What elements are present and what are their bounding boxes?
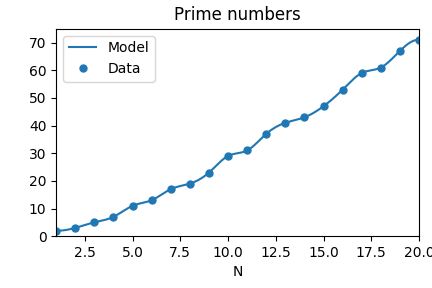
Data	[283, 121, 288, 124]
Data	[321, 105, 326, 108]
Model	[384, 62, 389, 66]
Model	[271, 127, 276, 130]
Data	[378, 66, 384, 69]
Data	[130, 204, 135, 207]
Model	[54, 229, 59, 232]
Line: Model: Model	[56, 40, 419, 231]
Model	[415, 38, 420, 41]
Line: Data: Data	[53, 36, 422, 234]
Data	[111, 215, 116, 219]
Data	[302, 115, 307, 119]
Model	[270, 128, 275, 131]
Data	[264, 132, 269, 136]
Model	[55, 229, 60, 232]
Data	[397, 49, 403, 53]
Data	[226, 154, 231, 158]
Model	[56, 229, 61, 232]
Data	[206, 171, 212, 174]
Data	[168, 187, 173, 191]
Data	[416, 38, 422, 41]
Data	[187, 182, 192, 185]
X-axis label: N: N	[232, 266, 243, 279]
Legend: Model, Data: Model, Data	[63, 36, 155, 82]
Data	[359, 71, 364, 75]
Model	[416, 38, 422, 41]
Title: Prime numbers: Prime numbers	[174, 6, 301, 24]
Data	[245, 149, 250, 152]
Data	[92, 221, 97, 224]
Model	[361, 71, 366, 74]
Data	[340, 88, 345, 91]
Data	[149, 198, 154, 202]
Data	[54, 229, 59, 232]
Data	[73, 226, 78, 230]
Model	[277, 124, 282, 127]
